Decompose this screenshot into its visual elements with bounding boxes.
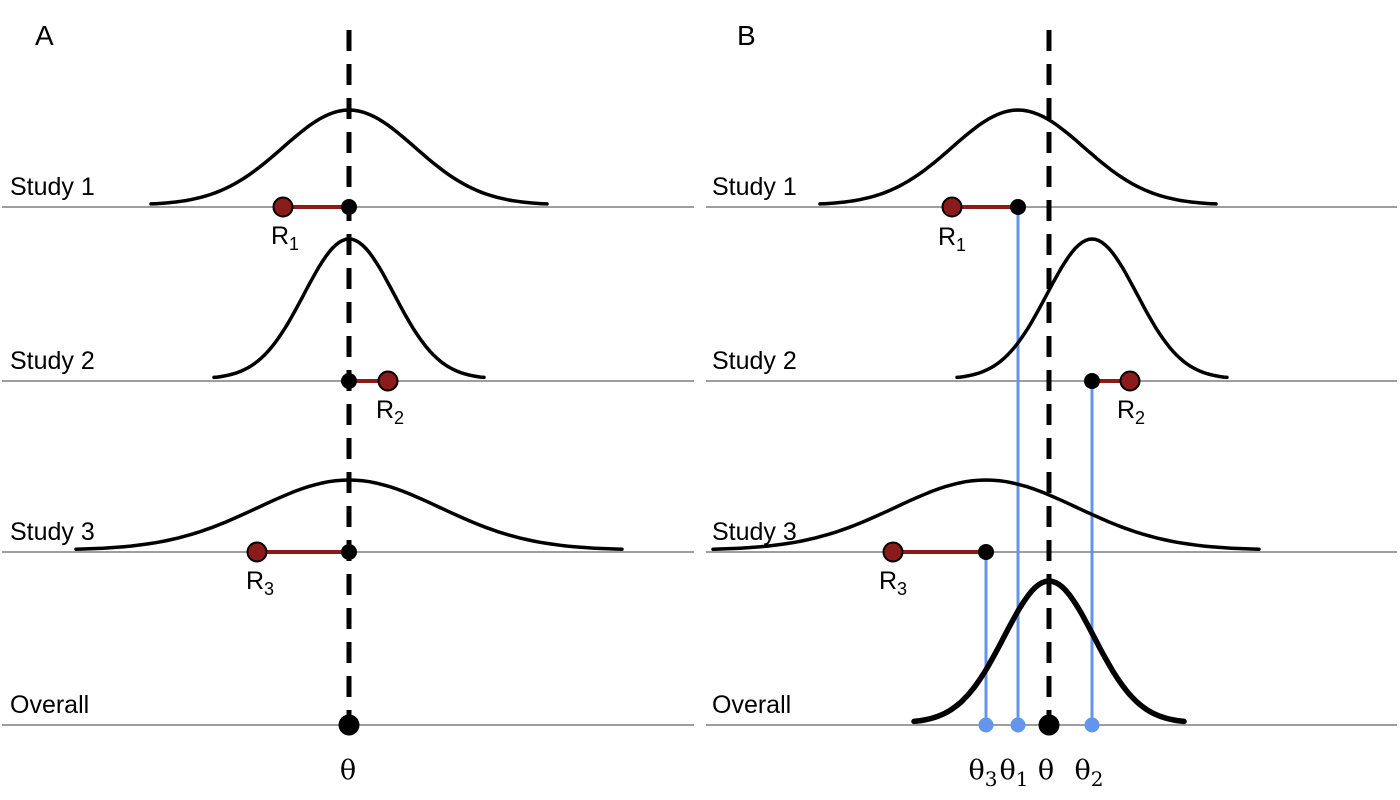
true-effect-dot-3 <box>1084 717 1100 733</box>
theta-label-overall: θ <box>1038 755 1054 786</box>
sampling-distribution-study-3 <box>711 478 1261 551</box>
observed-effect-dot-study-2 <box>377 370 399 392</box>
panel-label: A <box>35 20 54 51</box>
true-effect-dot-1 <box>978 717 994 733</box>
row-label-study-1: Study 1 <box>712 173 797 201</box>
label-text: R <box>938 223 956 251</box>
anchor-dot-study-1 <box>341 199 357 215</box>
overall-effect-dot <box>1038 714 1060 736</box>
theta-label-3: θ3 <box>969 755 998 791</box>
observed-effect-dot-study-1 <box>941 196 963 218</box>
anchor-dot-study-2 <box>341 373 357 389</box>
effect-label-study-3: R3 <box>246 567 274 599</box>
label-text: 1 <box>1016 767 1029 791</box>
label-text: R <box>1117 396 1135 424</box>
label-text: R <box>246 567 264 595</box>
label-text: R <box>271 222 289 250</box>
effect-label-study-1: R1 <box>938 223 966 255</box>
label-text: R <box>879 567 897 595</box>
row-label-study-3: Study 3 <box>10 518 95 546</box>
effect-label-study-2: R2 <box>1117 396 1145 428</box>
label-text: 3 <box>985 767 998 791</box>
anchor-dot-study-3 <box>978 544 994 560</box>
true-effect-dot-2 <box>1010 717 1026 733</box>
label-text: θ <box>340 755 356 786</box>
overall-effect-dot <box>338 714 360 736</box>
observed-effect-dot-study-1 <box>272 196 294 218</box>
anchor-dot-study-2 <box>1084 373 1100 389</box>
label-text: θ <box>969 755 985 786</box>
row-label-study-2: Study 2 <box>712 347 797 375</box>
label-text: 1 <box>289 234 299 254</box>
label-text: 3 <box>264 579 274 599</box>
label-text: θ <box>1000 755 1016 786</box>
effect-label-study-1: R1 <box>271 222 299 254</box>
sampling-distribution-study-2 <box>955 237 1229 380</box>
effect-label-study-3: R3 <box>879 567 907 599</box>
sampling-distribution-study-1 <box>149 108 549 206</box>
label-text: 2 <box>394 408 404 428</box>
label-text: 2 <box>1135 408 1145 428</box>
row-label-study-2: Study 2 <box>10 347 95 375</box>
theta-label-2: θ2 <box>1075 755 1104 791</box>
observed-effect-dot-study-3 <box>246 541 268 563</box>
anchor-dot-study-1 <box>1010 199 1026 215</box>
row-label-study-3: Study 3 <box>712 518 797 546</box>
row-label-study-1: Study 1 <box>10 173 95 201</box>
theta-label-1: θ1 <box>1000 755 1029 791</box>
label-text: θ <box>1038 755 1054 786</box>
row-label-overall: Overall <box>10 691 89 719</box>
label-text: θ <box>1075 755 1091 786</box>
label-text: 2 <box>1091 767 1104 791</box>
sampling-distribution-study-1 <box>818 108 1218 206</box>
row-label-overall: Overall <box>712 691 791 719</box>
label-text: 1 <box>956 235 966 255</box>
label-text: R <box>376 396 394 424</box>
anchor-dot-study-3 <box>341 544 357 560</box>
observed-effect-dot-study-2 <box>1119 370 1141 392</box>
effect-label-study-2: R2 <box>376 396 404 428</box>
theta-label-overall: θ <box>340 755 356 786</box>
panel-label: B <box>737 20 756 51</box>
observed-effect-dot-study-3 <box>882 541 904 563</box>
label-text: 3 <box>897 579 907 599</box>
